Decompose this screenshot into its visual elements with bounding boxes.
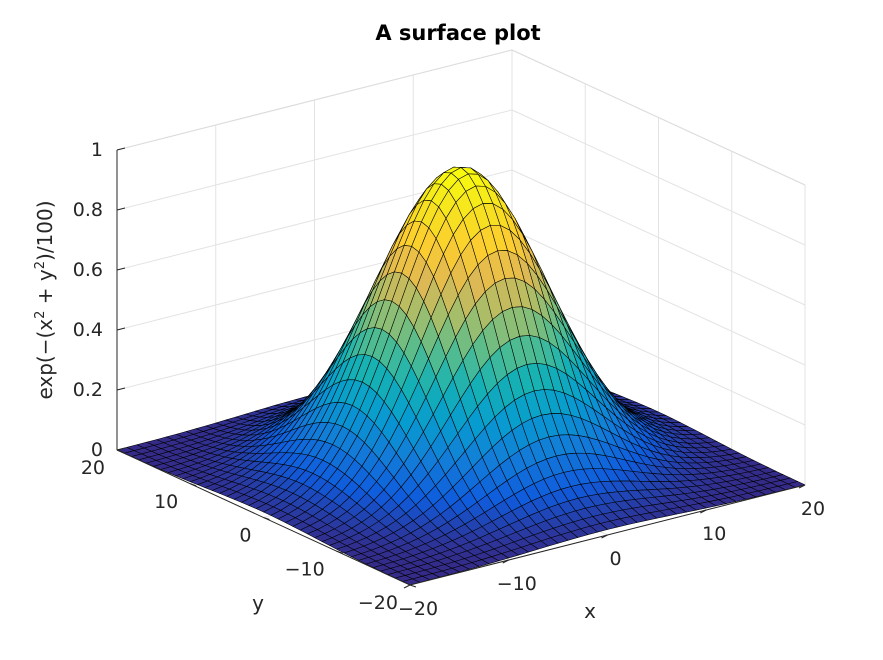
z-tick (116, 447, 126, 451)
y-tick-label: −10 (285, 558, 325, 580)
z-tick-label: 0.8 (73, 199, 103, 221)
surface-mesh (116, 166, 806, 586)
z-tick-label: 1 (91, 139, 103, 161)
x-tick (700, 509, 707, 514)
z-axis-label-part: exp(−(x (33, 319, 57, 400)
z-axis-label: exp(−(x2 + y2)/100) (33, 200, 57, 399)
y-tick (116, 449, 124, 453)
x-tick-label: 10 (702, 523, 726, 545)
x-tick (403, 584, 411, 589)
x-tick (601, 534, 608, 539)
x-tick-label: 20 (801, 498, 825, 520)
z-tick (116, 387, 126, 391)
z-axis-label-part: )/100) (33, 200, 57, 261)
x-axis-label: x (584, 599, 596, 623)
z-tick (116, 207, 126, 211)
z-tick (116, 147, 126, 151)
y-tick (336, 550, 343, 554)
y-tick (190, 483, 197, 487)
chart-title: A surface plot (375, 21, 540, 45)
y-tick-label: 10 (154, 491, 178, 513)
y-tick-label: 0 (239, 525, 251, 547)
y-tick (263, 517, 270, 520)
y-tick-label: 20 (81, 457, 105, 479)
z-axis-label-sup: 2 (33, 261, 48, 269)
box-edge (116, 49, 513, 151)
z-tick (116, 327, 126, 331)
z-tick (116, 267, 126, 271)
z-tick-label: 0.6 (73, 259, 103, 281)
y-axis-label: y (252, 591, 264, 615)
x-tick-label: −20 (398, 598, 438, 620)
x-tick-label: 0 (609, 548, 621, 570)
z-axis-label-sup: 2 (33, 311, 48, 319)
z-tick-label: 0 (91, 439, 103, 461)
x-tick-label: −10 (497, 573, 537, 595)
z-axis-label-part: + y (33, 269, 57, 310)
box-edge (511, 49, 806, 186)
x-tick (798, 484, 806, 489)
z-tick-label: 0.2 (73, 379, 103, 401)
z-tick-label: 0.4 (73, 319, 103, 341)
x-tick (502, 559, 509, 564)
y-tick-label: −20 (358, 592, 398, 614)
y-tick (409, 584, 417, 588)
